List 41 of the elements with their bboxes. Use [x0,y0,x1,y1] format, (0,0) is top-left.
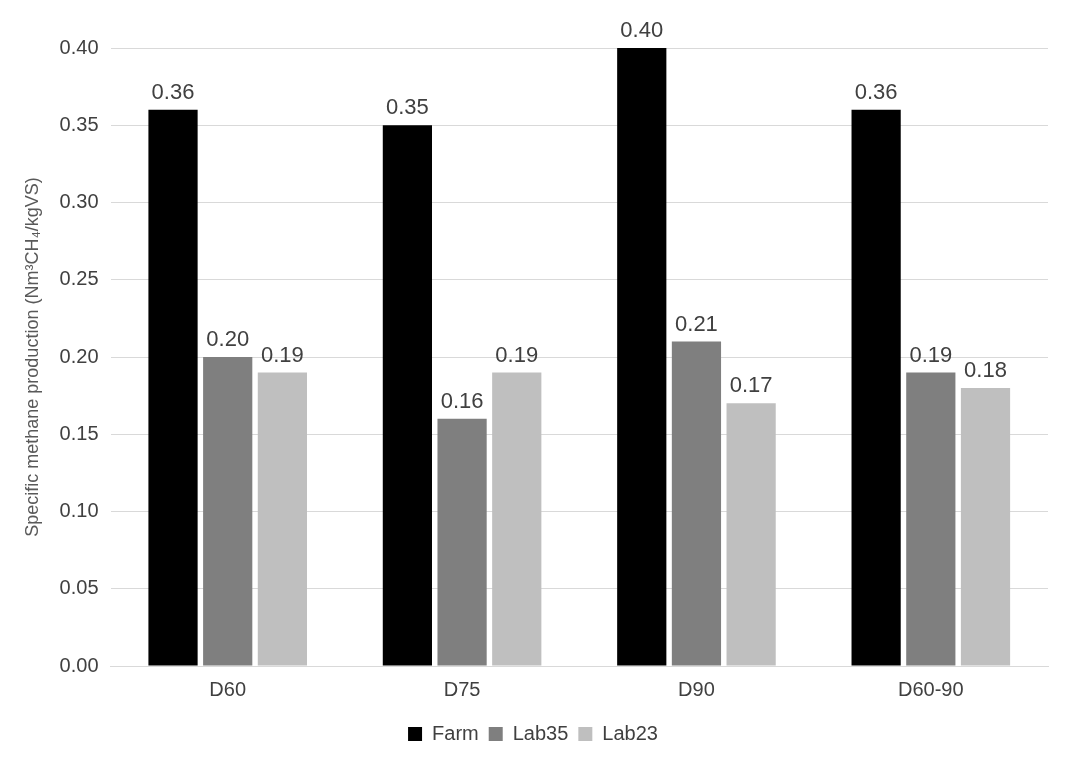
bar [617,48,667,666]
data-label: 0.36 [854,78,898,104]
y-axis-title: Specific methane production (Nm³CH₄/kgVS) [21,177,42,537]
x-tick-label: D60 [209,677,247,700]
data-label: 0.18 [964,356,1007,382]
x-tick-label: D75 [443,677,481,700]
bar [492,372,542,666]
y-tick-label: 0.25 [59,267,99,290]
x-tick-label: D60-90 [898,677,964,700]
y-tick-label: 0.35 [59,112,99,135]
bar [382,125,432,666]
x-tick-label: D90 [678,677,715,700]
data-label: 0.19 [495,341,539,367]
bar [257,372,308,666]
y-tick-label: 0.30 [59,190,99,213]
data-label: 0.21 [675,310,718,336]
y-tick-label: 0.15 [59,421,99,444]
bar [437,418,487,666]
bar [671,341,722,666]
data-label: 0.40 [620,17,664,43]
legend-label: Lab23 [602,721,658,744]
data-label: 0.19 [260,341,304,367]
bar [203,357,253,666]
data-label: 0.17 [729,372,773,398]
data-label: 0.36 [151,78,195,104]
bar [726,403,776,666]
data-label: 0.35 [385,94,429,120]
data-label: 0.19 [909,341,953,367]
y-tick-label: 0.40 [59,35,99,58]
data-label: 0.20 [206,326,250,352]
y-tick-label: 0.10 [59,499,99,522]
y-tick-label: 0.00 [59,653,99,676]
bar [148,109,198,666]
legend-label: Farm [432,721,479,744]
bar [851,109,901,666]
legend-label: Lab35 [512,721,569,744]
bar [906,372,956,666]
bar [960,387,1011,666]
y-tick-label: 0.20 [59,344,99,367]
y-tick-label: 0.05 [59,576,99,599]
data-label: 0.16 [440,387,484,413]
